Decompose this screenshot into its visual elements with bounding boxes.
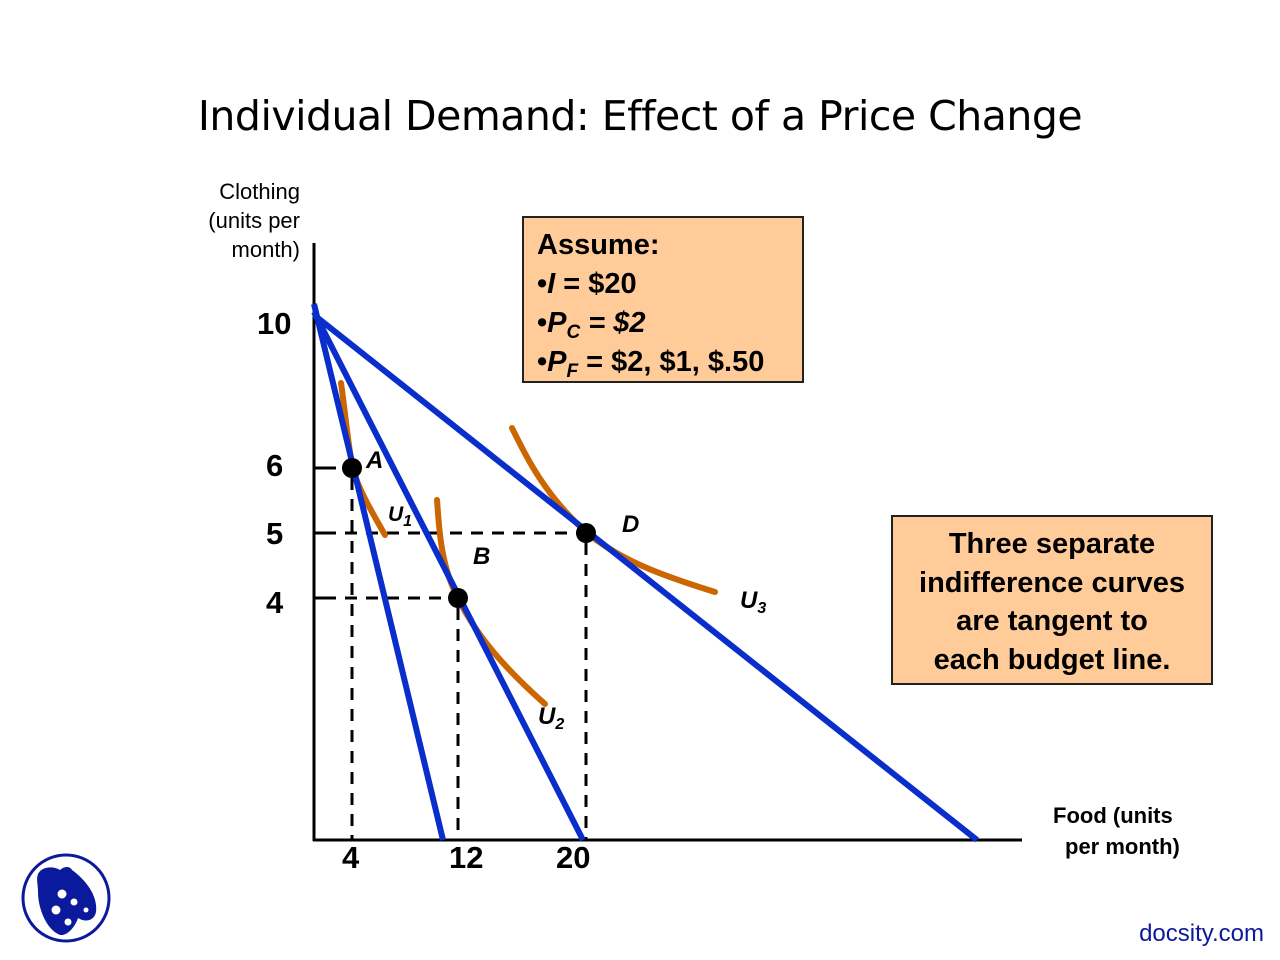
x-axis-label-line2: per month)	[1065, 834, 1180, 859]
x-tick-4: 4	[342, 840, 360, 875]
note-line4: each budget line.	[933, 643, 1171, 676]
y-tick-10: 10	[257, 306, 292, 341]
y-axis-label-line2: (units per	[208, 208, 300, 233]
point-a-marker	[342, 458, 362, 478]
curve-u2-label: U2	[538, 703, 565, 733]
note-line2: indifference curves	[919, 566, 1185, 599]
dashed-guides	[324, 466, 588, 840]
assumption-income: •I = $20	[537, 268, 637, 300]
tangency-note-box: Three separate indifference curves are t…	[891, 515, 1213, 685]
y-axis-label-line1: Clothing	[219, 179, 300, 204]
y-tick-6: 6	[266, 448, 284, 483]
point-d-label: D	[622, 511, 640, 538]
budget-line-pf-2	[311, 303, 446, 841]
point-d-marker	[576, 523, 596, 543]
assumptions-heading: Assume:	[537, 229, 660, 261]
budget-lines	[311, 303, 979, 843]
y-axis-label: Clothing (units per month)	[208, 177, 300, 264]
note-line1: Three separate	[948, 528, 1156, 560]
curve-u3-label: U3	[740, 587, 767, 617]
y-tick-5: 5	[266, 516, 284, 551]
note-line3: are tangent to	[956, 605, 1148, 637]
x-tick-20: 20	[556, 840, 591, 875]
curve-u1-label: U1	[388, 503, 413, 530]
y-tick-4: 4	[266, 585, 284, 620]
point-b-marker	[448, 588, 468, 608]
docsity-logo-icon	[21, 853, 111, 943]
indifference-curve-u3	[509, 425, 718, 595]
slide-title: Individual Demand: Effect of a Price Cha…	[197, 92, 1083, 140]
point-b-label: B	[473, 543, 491, 570]
x-axis-label: Food (units per month)	[1053, 800, 1180, 862]
assumption-price-food: •PF = $2, $1, $.50	[537, 346, 765, 382]
x-axis-label-line1: Food (units	[1053, 803, 1173, 828]
docsity-brand-link[interactable]: docsity.com	[1139, 920, 1264, 947]
budget-line-pf-1	[311, 310, 586, 842]
point-a-label: A	[366, 447, 384, 474]
y-axis-label-line3: month)	[231, 237, 300, 262]
budget-line-pf-050	[312, 312, 979, 843]
assumptions-box: Assume: •I = $20 •PC = $2 •PF = $2, $1, …	[522, 216, 804, 383]
x-tick-12: 12	[449, 840, 484, 875]
assumption-price-clothing: •PC = $2	[537, 307, 646, 343]
